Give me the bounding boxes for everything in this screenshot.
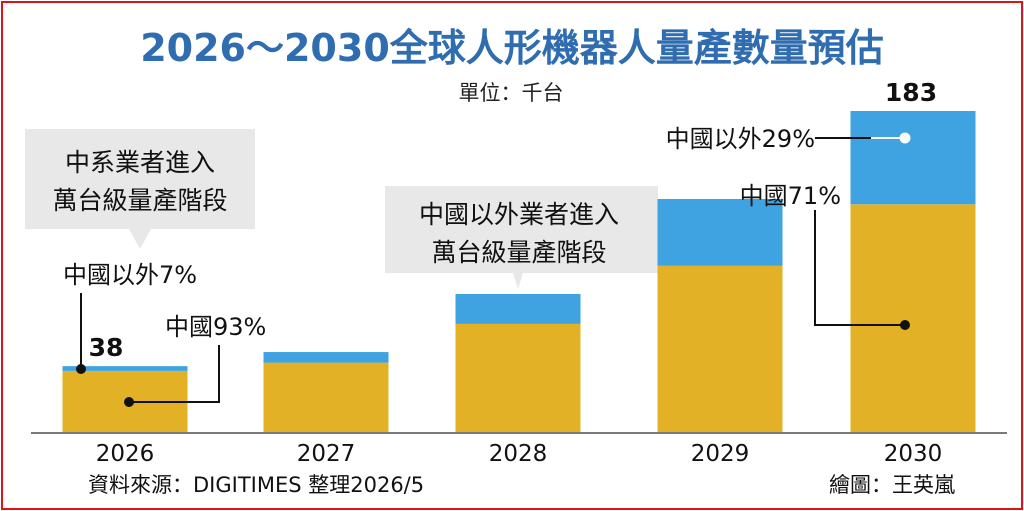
bar-outside-2030 — [850, 111, 976, 205]
total-label-2026: 38 — [89, 333, 124, 362]
leader-china-2026 — [129, 345, 220, 403]
total-label-2030: 183 — [885, 78, 937, 107]
total-labels: 38 183 — [89, 78, 937, 362]
bar-china-2030 — [850, 204, 976, 433]
callout-mid-line-1: 中國以外業者進入 — [419, 200, 619, 229]
bar-china-2029 — [657, 265, 783, 433]
chart-title: 2026～2030全球人形機器人量產數量預估 — [140, 26, 884, 70]
annotation-leaders — [76, 132, 911, 407]
x-tick-labels: 2026 2027 2028 2029 2030 — [96, 441, 943, 467]
x-tick-2029: 2029 — [691, 441, 750, 467]
bar-outside-2027 — [263, 352, 389, 363]
credit-label: 繪圖：王英嵐 — [829, 473, 955, 497]
callout-mid-line-2: 萬台級量產階段 — [431, 238, 606, 267]
dot-china-2030 — [900, 320, 910, 330]
x-tick-2030: 2030 — [884, 441, 943, 467]
chart-svg: 2026～2030全球人形機器人量產數量預估 單位：千台 中系業者進入 萬台級量… — [25, 26, 1007, 497]
dot-outside-2026 — [76, 364, 86, 374]
unit-label: 單位：千台 — [459, 81, 564, 105]
x-tick-2027: 2027 — [297, 441, 356, 467]
label-china-2026: 中國93% — [165, 313, 266, 341]
dot-china-2026 — [124, 397, 134, 407]
bar-outside-2028 — [455, 293, 581, 324]
label-outside-2030: 中國以外29% — [666, 125, 815, 153]
source-label: 資料來源：DIGITIMES 整理2026/5 — [88, 473, 424, 497]
bar-outside-2026 — [62, 366, 188, 371]
bar-china-2028 — [455, 323, 581, 433]
bar-outside-2029 — [657, 198, 783, 266]
leader-china-2030 — [814, 210, 905, 326]
label-china-2030: 中國71% — [740, 182, 841, 210]
dot-outside-2030 — [899, 132, 911, 144]
callout-left: 中系業者進入 萬台級量產階段 — [25, 129, 255, 249]
bars-group — [62, 111, 976, 433]
bar-china-2027 — [263, 362, 389, 433]
callout-mid: 中國以外業者進入 萬台級量產階段 — [385, 186, 658, 289]
callout-mid-box — [385, 186, 658, 289]
callout-left-line-2: 萬台級量產階段 — [52, 186, 227, 215]
label-outside-2026: 中國以外7% — [63, 261, 197, 289]
callout-left-line-1: 中系業者進入 — [65, 148, 215, 177]
callout-left-box — [25, 129, 255, 249]
x-tick-2028: 2028 — [489, 441, 548, 467]
x-tick-2026: 2026 — [96, 441, 155, 467]
